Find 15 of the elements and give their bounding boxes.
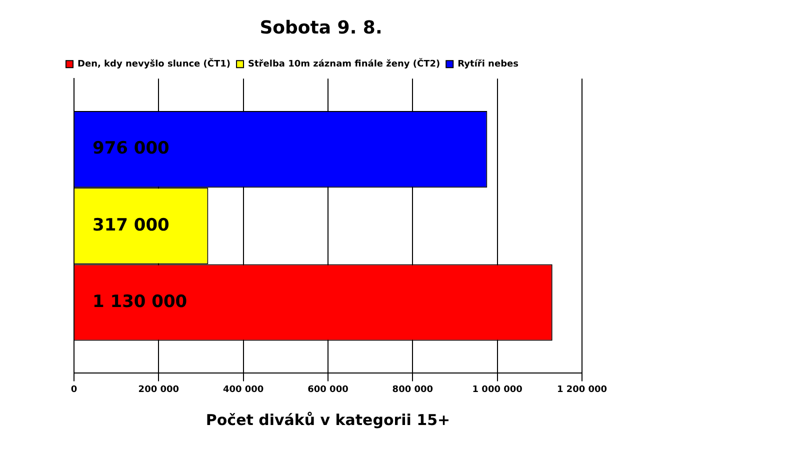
x-tick-label: 600 000 xyxy=(308,384,348,395)
data-label: 1 130 000 xyxy=(92,292,188,312)
legend-label: Den, kdy nevyšlo slunce (ČT1) xyxy=(78,57,231,70)
x-tick-label: 800 000 xyxy=(392,384,434,395)
x-tick-label: 0 xyxy=(70,384,78,395)
x-tick-label: 1 200 000 xyxy=(556,384,608,395)
legend-label: Střelba 10m záznam finále ženy (ČT2) xyxy=(248,57,440,70)
x-tick-label: 200 000 xyxy=(138,384,180,395)
legend-label: Rytíři nebes xyxy=(458,58,518,70)
data-label: 976 000 xyxy=(92,138,170,159)
x-tick-label: 400 000 xyxy=(222,384,264,395)
chart-title: Sobota 9. 8. xyxy=(260,17,382,38)
x-axis-title: Počet diváků v kategorii 15+ xyxy=(206,410,450,429)
x-tick-label: 1 000 000 xyxy=(472,384,522,395)
data-label: 317 000 xyxy=(92,215,170,236)
